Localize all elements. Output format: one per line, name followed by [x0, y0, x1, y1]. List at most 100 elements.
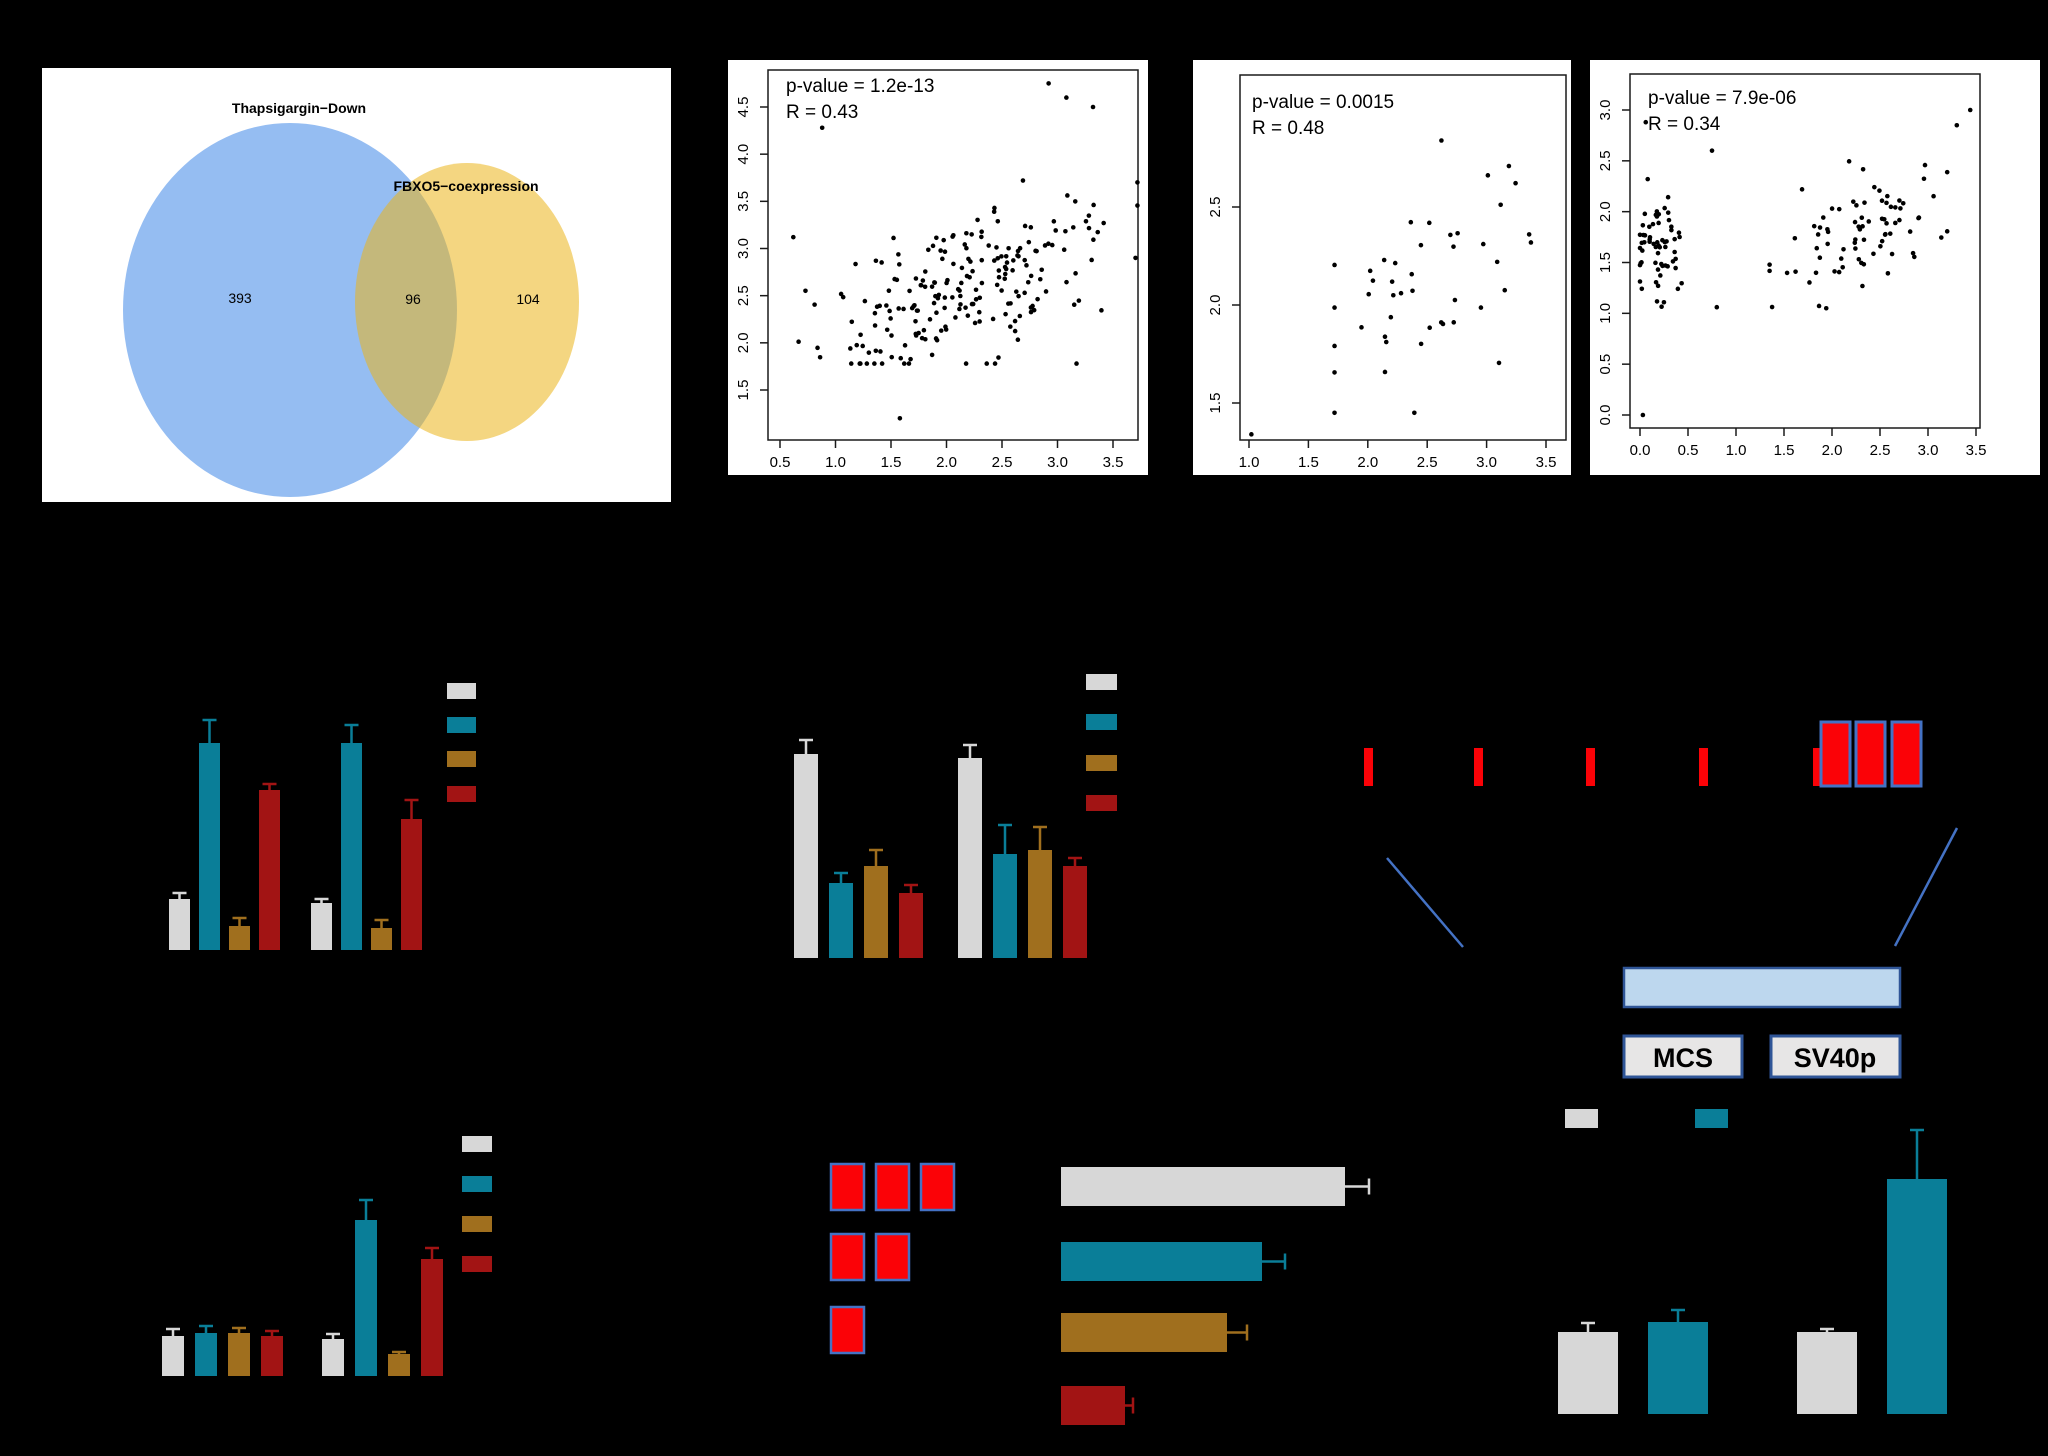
data-point	[1076, 298, 1082, 303]
data-point	[945, 277, 950, 283]
scatter-3-pvalue: p-value = 7.9e-06	[1648, 88, 1796, 109]
data-point	[1893, 205, 1898, 210]
data-point	[1860, 283, 1865, 289]
data-point	[1135, 180, 1140, 185]
bar	[1887, 1179, 1947, 1414]
data-point	[1063, 228, 1068, 234]
data-point	[1784, 270, 1790, 276]
data-point	[973, 287, 979, 293]
data-point	[1853, 246, 1858, 251]
data-point	[1841, 246, 1846, 252]
data-point	[1006, 245, 1011, 251]
data-point	[1494, 259, 1500, 265]
data-point	[1026, 239, 1032, 245]
scatter-1-r-value: R = 0.43	[786, 102, 858, 123]
data-point	[922, 284, 928, 290]
scatter-1-pvalue: p-value = 1.2e-13	[786, 76, 934, 97]
bar	[229, 926, 250, 950]
data-point	[1090, 104, 1096, 110]
x-tick-label: 1.5	[881, 454, 902, 471]
data-point	[1528, 240, 1534, 245]
legend-swatch	[1086, 795, 1117, 811]
data-point	[1885, 271, 1891, 276]
legend-swatch	[462, 1136, 492, 1152]
data-point	[1846, 159, 1852, 164]
data-point	[1825, 229, 1831, 235]
data-point	[923, 336, 928, 342]
y-tick-label: 2.0	[1597, 201, 1614, 222]
legend-swatch	[1695, 1109, 1728, 1128]
y-tick-label: 2.0	[735, 332, 752, 353]
data-point	[1016, 253, 1021, 259]
scatter-2-plot-box	[1239, 74, 1567, 441]
data-point	[1391, 292, 1396, 298]
data-point	[1008, 301, 1013, 306]
data-point	[1064, 279, 1069, 285]
data-point	[984, 361, 990, 366]
data-point	[1640, 412, 1646, 418]
data-point	[1381, 257, 1387, 263]
data-point	[812, 302, 817, 307]
data-point	[892, 276, 897, 282]
data-point	[1861, 237, 1867, 243]
bar	[899, 893, 923, 958]
data-point	[1897, 217, 1902, 223]
data-point	[1912, 254, 1917, 260]
data-point	[1042, 243, 1048, 248]
data-point	[1769, 304, 1775, 310]
h-bar	[1061, 1167, 1345, 1206]
data-point	[1091, 237, 1096, 243]
y-tick-label: 0.0	[1597, 405, 1614, 426]
data-point	[942, 305, 947, 311]
y-tick-label: 4.0	[735, 144, 752, 165]
data-point	[963, 361, 969, 366]
data-point	[1799, 187, 1805, 192]
data-point	[972, 320, 978, 326]
bar	[1558, 1332, 1618, 1414]
x-tick-label: 0.5	[1678, 442, 1699, 459]
data-point	[968, 259, 973, 264]
data-point	[999, 254, 1004, 259]
y-tick-label: 3.0	[735, 238, 752, 259]
data-point	[967, 274, 972, 280]
data-point	[1640, 222, 1646, 228]
data-point	[1871, 251, 1876, 257]
data-point	[1037, 276, 1043, 282]
data-point	[1662, 205, 1667, 211]
data-point	[1412, 410, 1417, 416]
data-point	[864, 361, 870, 366]
data-point	[872, 323, 878, 328]
data-point	[1086, 213, 1092, 218]
data-point	[1665, 194, 1671, 200]
y-tick-label: 3.0	[1597, 100, 1614, 121]
data-point	[803, 288, 808, 294]
data-point	[916, 330, 921, 336]
h-bar	[1061, 1386, 1125, 1425]
y-tick-label: 2.5	[735, 285, 752, 306]
data-point	[1931, 193, 1936, 199]
data-point	[1852, 219, 1858, 225]
data-point	[907, 288, 912, 294]
data-point	[1002, 264, 1008, 270]
data-point	[1675, 286, 1681, 292]
data-point	[1022, 290, 1027, 296]
bar	[261, 1336, 283, 1376]
data-point	[1655, 267, 1661, 272]
data-point	[996, 355, 1001, 360]
data-point	[1502, 287, 1508, 293]
data-point	[1820, 215, 1826, 220]
data-point	[1028, 305, 1034, 310]
data-point	[1135, 203, 1140, 208]
legend-swatch	[447, 683, 476, 699]
data-point	[1642, 211, 1648, 217]
data-point	[1885, 193, 1890, 199]
data-point	[1898, 206, 1903, 211]
data-point	[913, 276, 919, 281]
data-point	[921, 327, 927, 333]
data-point	[1398, 290, 1404, 296]
y-tick-label: 4.5	[735, 97, 752, 118]
connector-line	[1386, 857, 1464, 948]
data-point	[1332, 343, 1337, 349]
venn-label-fbxo5: FBXO5−coexpression	[393, 178, 538, 194]
